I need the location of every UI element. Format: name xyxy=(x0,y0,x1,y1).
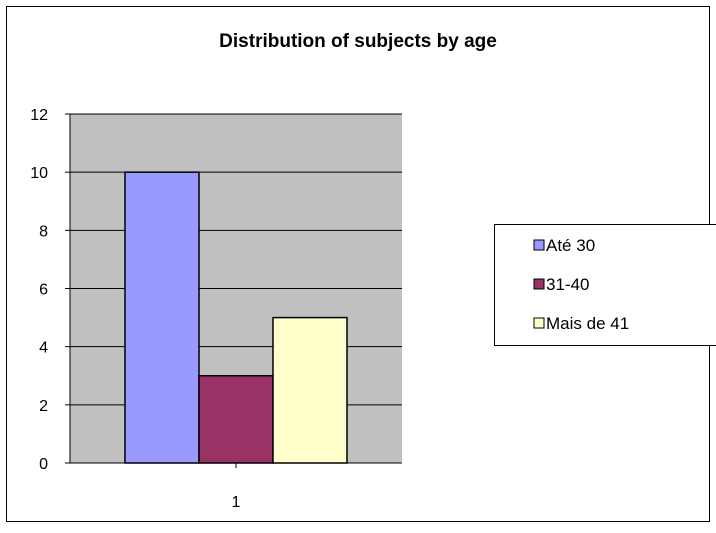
bar-mais-de-41 xyxy=(273,318,347,463)
y-tick-label: 2 xyxy=(39,398,48,415)
chart-title: Distribution of subjects by age xyxy=(219,31,497,52)
legend-swatch xyxy=(534,240,544,250)
bar-at-30 xyxy=(125,172,199,463)
legend: Até 30 31-40 Mais de 41 xyxy=(495,225,716,346)
x-tick-label: 1 xyxy=(232,494,241,511)
legend-label: Mais de 41 xyxy=(546,314,629,333)
y-tick-label: 10 xyxy=(30,165,48,182)
legend-label: Até 30 xyxy=(546,236,595,255)
bar-31-40 xyxy=(199,376,273,463)
y-tick-label: 0 xyxy=(39,456,48,473)
y-tick-label: 4 xyxy=(39,340,48,357)
y-tick-label: 12 xyxy=(30,107,48,124)
legend-swatch xyxy=(534,279,544,289)
legend-swatch xyxy=(534,318,544,328)
y-tick-label: 8 xyxy=(39,223,48,240)
legend-label: 31-40 xyxy=(546,275,589,294)
y-tick-label: 6 xyxy=(39,282,48,299)
